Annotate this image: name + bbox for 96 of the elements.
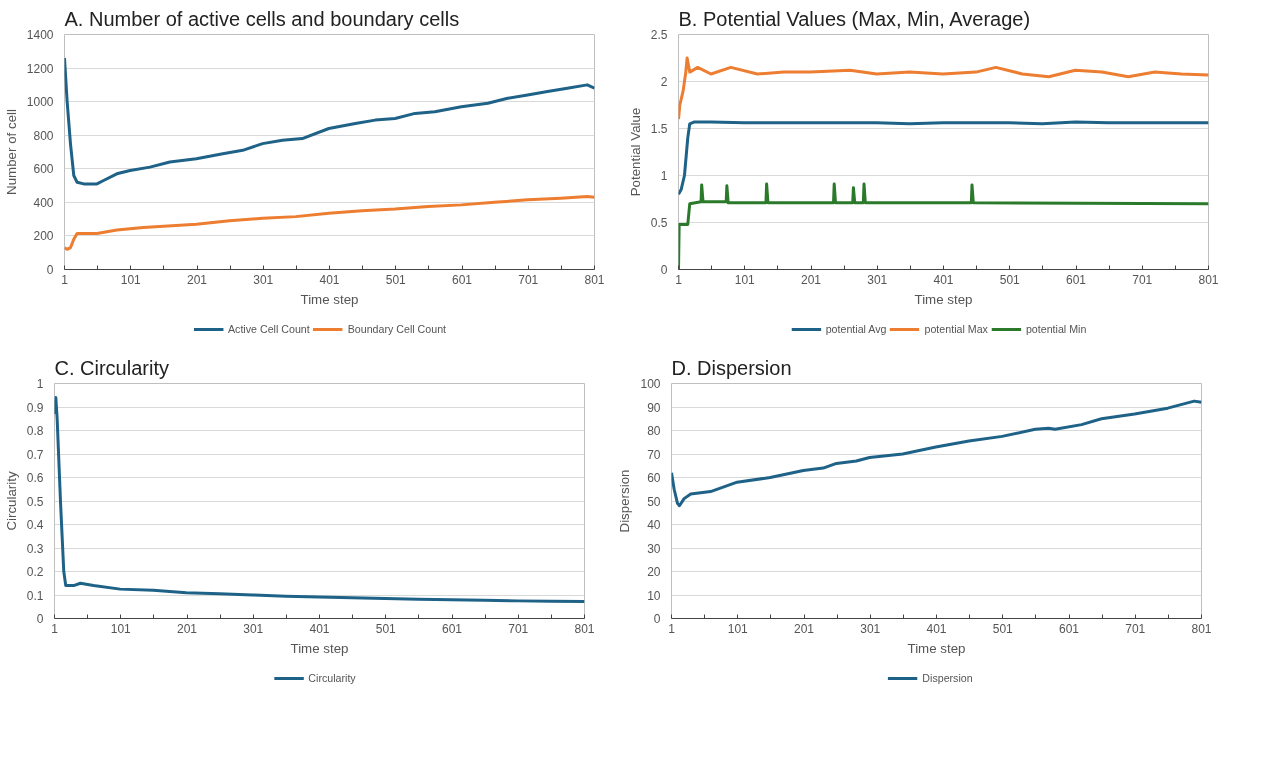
y-axis-title: Potential Value	[627, 107, 643, 197]
y-tick-label: 2	[660, 75, 668, 89]
x-tick-label: 101	[120, 272, 142, 287]
y-tick-label: 0	[653, 612, 661, 626]
x-tick-label: 1	[61, 272, 69, 287]
chart-title: B. Potential Values (Max, Min, Average)	[678, 7, 1031, 30]
x-axis-title: Time step	[907, 640, 966, 656]
x-tick-label: 801	[1191, 621, 1212, 636]
legend-label: Boundary Cell Count	[347, 323, 447, 335]
y-tick-label: 1000	[26, 95, 54, 110]
y-tick-label: 0	[36, 612, 44, 626]
y-tick-label: 100	[640, 377, 661, 391]
x-tick-label: 401	[933, 272, 954, 287]
y-axis-title: Dispersion	[617, 469, 633, 533]
legend-label: Dispersion	[922, 672, 973, 684]
y-tick-label: 50	[647, 494, 661, 509]
y-tick-label: 20	[647, 565, 661, 579]
y-tick-label: 40	[647, 518, 661, 532]
x-tick-label: 601	[1065, 272, 1087, 287]
x-tick-label: 501	[385, 272, 407, 287]
x-tick-label: 1	[675, 272, 683, 287]
x-tick-label: 701	[1132, 272, 1153, 287]
y-tick-label: 0	[660, 263, 668, 277]
x-tick-label: 101	[110, 621, 132, 636]
y-tick-label: 400	[33, 195, 54, 210]
x-tick-label: 601	[451, 272, 473, 287]
y-tick-label: 800	[33, 128, 54, 143]
y-tick-label: 0.4	[26, 518, 44, 532]
y-tick-label: 0.7	[26, 447, 44, 462]
y-tick-label: 1400	[26, 28, 54, 42]
x-tick-label: 201	[793, 621, 815, 636]
y-tick-label: 90	[647, 400, 661, 415]
y-tick-label: 0.6	[26, 471, 44, 485]
y-tick-label: 0.9	[26, 400, 44, 415]
x-tick-label: 801	[574, 621, 595, 636]
x-tick-label: 801	[1198, 272, 1219, 287]
legend-label: Circularity	[308, 672, 356, 684]
y-tick-label: 600	[33, 162, 54, 177]
x-tick-label: 701	[508, 621, 529, 636]
y-tick-label: 10	[647, 588, 661, 603]
x-axis-title: Time step	[290, 640, 349, 656]
y-tick-label: 200	[33, 229, 54, 244]
y-tick-label: 1.5	[650, 122, 668, 136]
x-tick-label: 401	[926, 621, 947, 636]
x-tick-label: 701	[518, 272, 539, 287]
y-axis-title: Circularity	[3, 471, 19, 531]
line-series	[54, 396, 585, 604]
x-tick-label: 301	[243, 621, 264, 636]
x-tick-label: 601	[1058, 621, 1080, 636]
x-tick-label: 401	[309, 621, 330, 636]
y-tick-label: 80	[647, 424, 661, 438]
chart-title: A. Number of active cells and boundary cells	[64, 7, 460, 30]
x-tick-label: 601	[441, 621, 463, 636]
y-axis-title: Number of cell	[3, 109, 19, 195]
x-axis-title: Time step	[300, 291, 359, 307]
line-series	[671, 399, 1202, 508]
y-tick-label: 0.2	[26, 565, 44, 579]
x-tick-label: 101	[727, 621, 749, 636]
x-tick-label: 201	[176, 621, 198, 636]
y-tick-label: 1	[660, 169, 668, 183]
legend-label: potential Min	[1025, 323, 1087, 335]
y-tick-label: 30	[647, 541, 661, 556]
x-tick-label: 301	[860, 621, 881, 636]
x-tick-label: 301	[253, 272, 274, 287]
x-tick-label: 701	[1125, 621, 1146, 636]
chart-title: C. Circularity	[54, 356, 169, 379]
y-tick-label: 1200	[26, 61, 54, 76]
legend-label: potential Max	[924, 323, 988, 335]
x-axis-title: Time step	[914, 291, 973, 307]
legend-label: potential Avg	[825, 323, 887, 335]
x-tick-label: 201	[800, 272, 822, 287]
y-tick-label: 1	[36, 377, 44, 391]
y-tick-label: 70	[647, 447, 661, 462]
x-tick-label: 401	[319, 272, 340, 287]
y-tick-label: 0	[46, 263, 54, 277]
line-series	[678, 120, 1209, 196]
x-tick-label: 301	[867, 272, 888, 287]
x-tick-label: 501	[999, 272, 1021, 287]
y-tick-label: 0.5	[650, 216, 668, 230]
line-series	[64, 194, 595, 251]
x-tick-label: 501	[992, 621, 1014, 636]
y-tick-label: 60	[647, 471, 661, 485]
legend-label: Active Cell Count	[227, 323, 310, 335]
x-tick-label: 501	[375, 621, 397, 636]
y-tick-label: 0.5	[26, 494, 44, 509]
line-series	[678, 56, 1209, 121]
line-series	[64, 56, 595, 186]
x-tick-label: 801	[584, 272, 605, 287]
y-tick-label: 0.3	[26, 541, 44, 556]
x-tick-label: 201	[186, 272, 208, 287]
y-tick-label: 2.5	[650, 28, 668, 42]
chart-title: D. Dispersion	[671, 356, 792, 379]
line-series	[678, 182, 1209, 270]
y-tick-label: 0.1	[26, 588, 44, 603]
y-tick-label: 0.8	[26, 424, 44, 438]
x-tick-label: 101	[734, 272, 756, 287]
